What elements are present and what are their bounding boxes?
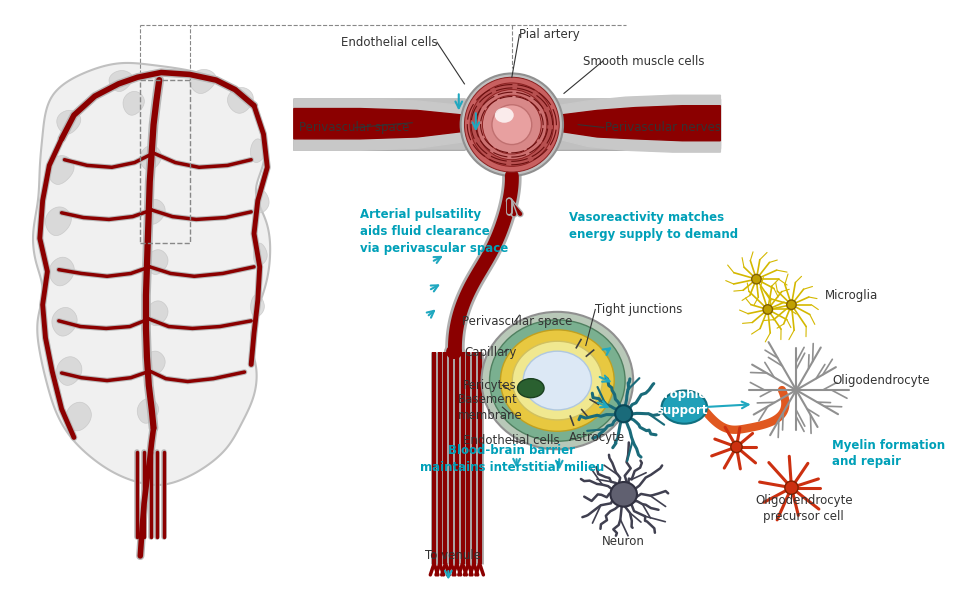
Ellipse shape bbox=[787, 300, 796, 310]
Ellipse shape bbox=[470, 83, 553, 166]
Text: Myelin formation
and repair: Myelin formation and repair bbox=[833, 439, 946, 468]
Polygon shape bbox=[56, 110, 80, 134]
Polygon shape bbox=[547, 99, 721, 150]
Polygon shape bbox=[144, 199, 166, 224]
Text: Oligodendrocyte
precursor cell: Oligodendrocyte precursor cell bbox=[755, 494, 853, 523]
Polygon shape bbox=[109, 71, 133, 92]
Polygon shape bbox=[140, 145, 162, 170]
Polygon shape bbox=[66, 402, 91, 431]
Polygon shape bbox=[45, 207, 72, 236]
Polygon shape bbox=[144, 351, 166, 376]
Text: Perivascular space: Perivascular space bbox=[461, 316, 572, 328]
Text: Smooth muscle cells: Smooth muscle cells bbox=[583, 55, 704, 68]
Polygon shape bbox=[294, 109, 464, 139]
Ellipse shape bbox=[615, 405, 633, 422]
Ellipse shape bbox=[611, 482, 637, 506]
Text: Endothelial cells: Endothelial cells bbox=[462, 434, 559, 447]
Polygon shape bbox=[47, 155, 74, 184]
Text: Blood-brain barrier
maintains interstitial milieu: Blood-brain barrier maintains interstiti… bbox=[420, 444, 604, 474]
Polygon shape bbox=[254, 243, 267, 266]
Ellipse shape bbox=[501, 330, 614, 431]
Text: Basement
membrane: Basement membrane bbox=[457, 392, 523, 422]
Text: Perivascular nerves: Perivascular nerves bbox=[605, 121, 721, 134]
Polygon shape bbox=[56, 357, 82, 385]
Ellipse shape bbox=[763, 305, 772, 314]
Polygon shape bbox=[33, 63, 270, 485]
Text: Perivascular space: Perivascular space bbox=[299, 121, 409, 134]
Polygon shape bbox=[251, 295, 264, 317]
Text: Pericytes: Pericytes bbox=[462, 379, 517, 392]
Text: Microglia: Microglia bbox=[825, 289, 878, 302]
Text: Trophic
support: Trophic support bbox=[657, 388, 708, 417]
Ellipse shape bbox=[661, 391, 707, 424]
Polygon shape bbox=[123, 91, 145, 115]
Ellipse shape bbox=[523, 351, 591, 410]
Polygon shape bbox=[251, 139, 266, 163]
Ellipse shape bbox=[731, 441, 743, 452]
Ellipse shape bbox=[490, 320, 625, 441]
Polygon shape bbox=[52, 307, 78, 336]
Text: To venule: To venule bbox=[425, 550, 481, 562]
Polygon shape bbox=[559, 106, 721, 141]
Polygon shape bbox=[256, 190, 269, 213]
Ellipse shape bbox=[477, 89, 546, 160]
Ellipse shape bbox=[518, 379, 545, 398]
Polygon shape bbox=[146, 301, 168, 326]
Text: Endothelial cells: Endothelial cells bbox=[342, 35, 438, 49]
Ellipse shape bbox=[482, 95, 542, 154]
Polygon shape bbox=[294, 101, 721, 146]
Text: Arterial pulsatility
aids fluid clearance
via perivascular space: Arterial pulsatility aids fluid clearanc… bbox=[360, 208, 508, 255]
Polygon shape bbox=[557, 95, 721, 152]
Text: Vasoreactivity matches
energy supply to demand: Vasoreactivity matches energy supply to … bbox=[568, 211, 738, 241]
Text: Neuron: Neuron bbox=[602, 535, 645, 548]
Ellipse shape bbox=[492, 105, 532, 145]
Text: Oligodendrocyte: Oligodendrocyte bbox=[833, 374, 930, 387]
Polygon shape bbox=[189, 70, 216, 94]
Polygon shape bbox=[49, 257, 75, 286]
Ellipse shape bbox=[785, 481, 798, 494]
Text: Tight junctions: Tight junctions bbox=[595, 303, 682, 316]
Ellipse shape bbox=[751, 274, 761, 284]
Text: Capillary: Capillary bbox=[464, 346, 517, 359]
Text: Pial artery: Pial artery bbox=[520, 28, 580, 41]
Polygon shape bbox=[146, 250, 168, 274]
Polygon shape bbox=[294, 99, 474, 150]
Ellipse shape bbox=[512, 341, 602, 420]
Polygon shape bbox=[228, 88, 254, 113]
Polygon shape bbox=[294, 99, 474, 150]
Ellipse shape bbox=[460, 73, 563, 176]
Ellipse shape bbox=[481, 312, 634, 449]
Polygon shape bbox=[137, 398, 159, 423]
Ellipse shape bbox=[464, 77, 559, 172]
Bar bbox=[141, 80, 189, 243]
Text: Astrocyte: Astrocyte bbox=[569, 431, 625, 444]
Ellipse shape bbox=[495, 107, 514, 123]
